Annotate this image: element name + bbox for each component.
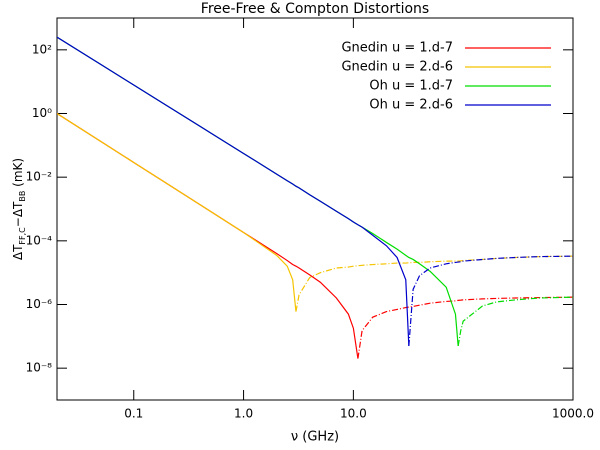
chart-title: Free-Free & Compton Distortions [201,1,429,17]
legend-label: Gnedin u = 2.d-6 [341,60,453,75]
x-tick-label: 10.0 [340,407,367,421]
y-tick-label: 10⁻⁶ [26,297,53,311]
series-line [408,255,573,346]
y-axis-label-part: (mK) [11,158,25,191]
x-axis-label: ν (GHz) [291,430,339,445]
y-axis-label-part: ΔT [11,244,25,260]
series-line [457,296,573,347]
plot-frame [56,17,574,401]
series-line [57,112,297,312]
series-line [57,36,410,346]
legend-label: Gnedin u = 1.d-7 [341,41,453,56]
y-tick-label: 10⁻² [26,170,53,184]
x-tick-label: 1.0 [234,407,253,421]
y-axis-label-sub: FF,C [18,227,27,245]
y-tick-label: 10⁰ [32,106,52,120]
y-axis-label-sub: BB [18,191,27,202]
series-line [357,296,573,359]
legend-label: Oh u = 1.d-7 [369,79,453,94]
x-tick-label: 0.1 [124,407,143,421]
series-line [295,255,573,312]
y-tick-label: 10⁻⁸ [26,361,53,375]
y-axis-label: ΔTFF,C−ΔTBB (mK) [11,158,27,260]
y-tick-label: 10² [32,42,52,56]
legend-label: Oh u = 2.d-6 [369,98,453,113]
x-tick-label: 1000.0 [552,407,594,421]
y-axis-label-part: −ΔT [11,201,25,227]
y-tick-label: 10⁻⁴ [26,233,53,247]
